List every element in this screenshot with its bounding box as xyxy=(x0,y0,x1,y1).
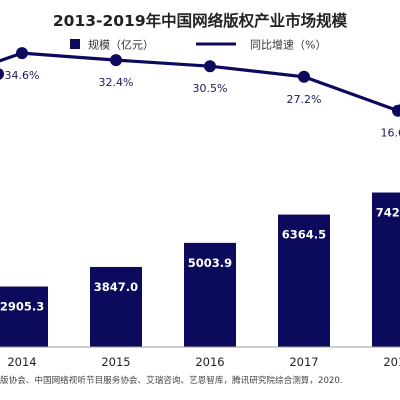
x-tick-2015: 2015 xyxy=(101,355,130,369)
growth-point-2014 xyxy=(16,47,28,60)
growth-point-2017 xyxy=(298,70,310,83)
growth-point-2016 xyxy=(204,60,216,73)
legend-bar-label: 规模（亿元） xyxy=(88,38,154,52)
bar-2018 xyxy=(372,192,400,347)
bar-value-label-2017: 6364.5 xyxy=(282,228,326,242)
x-tick-2014: 2014 xyxy=(7,355,36,369)
bar-value-label-2014: 2905.3 xyxy=(0,300,44,314)
bar-value-label-2016: 5003.9 xyxy=(188,256,232,270)
legend: 规模（亿元） 同比增速（%） xyxy=(70,38,326,52)
growth-label-2017: 27.2% xyxy=(287,93,322,106)
bar-2016 xyxy=(184,242,236,347)
growth-labels: 34.6% 32.4% 30.5% 27.2% 16.6% xyxy=(5,69,400,140)
growth-label-2015: 32.4% xyxy=(99,76,134,89)
growth-label-2016: 30.5% xyxy=(193,82,228,95)
growth-line xyxy=(0,47,400,117)
growth-point-2018 xyxy=(392,104,400,117)
x-tick-2016: 2016 xyxy=(195,355,224,369)
legend-line-label: 同比增速（%） xyxy=(250,38,326,52)
growth-point-2013 xyxy=(0,68,4,80)
x-axis: 2014 2015 2016 2017 2018 xyxy=(0,346,400,369)
source-note: 版协会、中国网络视听节目服务协会、艾瑞咨询、艺恩智库，腾讯研究院综合测算，202… xyxy=(0,374,343,386)
bar-2017 xyxy=(278,214,330,347)
chart-title: 2013-2019年中国网络版权产业市场规模 xyxy=(53,11,348,30)
x-tick-2018: 2018 xyxy=(383,355,400,369)
growth-label-2018: 16.6% xyxy=(381,127,400,140)
legend-bar-swatch xyxy=(70,39,80,49)
growth-line-path xyxy=(0,51,400,113)
bar-2014 xyxy=(0,286,48,347)
bar-2015 xyxy=(90,266,142,347)
growth-point-2015 xyxy=(110,54,122,67)
growth-label-2014: 34.6% xyxy=(5,69,40,82)
x-tick-2017: 2017 xyxy=(289,355,318,369)
bar-value-label-2015: 3847.0 xyxy=(94,280,138,294)
